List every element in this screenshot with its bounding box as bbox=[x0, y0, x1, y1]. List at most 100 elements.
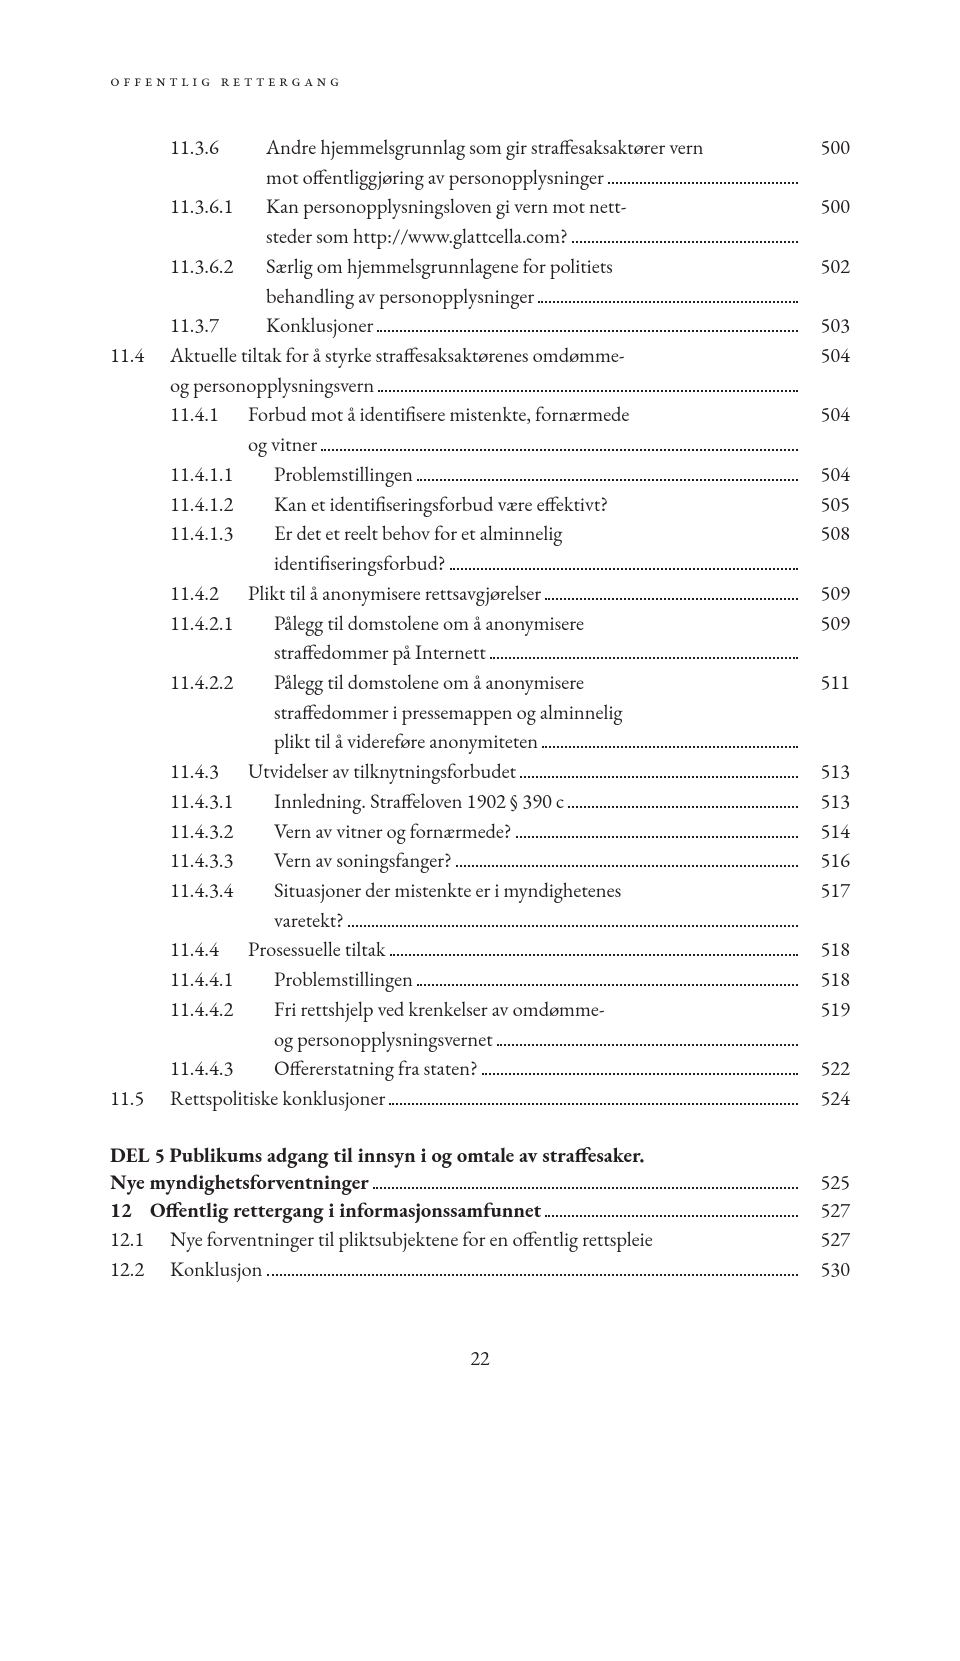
toc-label-wrap: Forbud mot å identifisere mistenkte, for… bbox=[248, 400, 802, 459]
toc-label-text: identifiseringsforbud? bbox=[274, 549, 446, 579]
page-number: 509 bbox=[802, 609, 850, 639]
toc-row: 11.4.2Plikt til å anonymisere rettsavgjø… bbox=[110, 579, 850, 609]
toc-label-text: Særlig om hjemmelsgrunnlagene for politi… bbox=[266, 252, 802, 282]
toc-label-wrap: Utvidelser av tilknytningsforbudet bbox=[248, 757, 802, 787]
toc-row: 11.4.3.4Situasjoner der mistenkte er i m… bbox=[110, 876, 850, 935]
page-number: 518 bbox=[802, 965, 850, 995]
toc-row: 11.4.1.2Kan et identifiseringsforbud vær… bbox=[110, 490, 850, 520]
page-number: 516 bbox=[802, 846, 850, 876]
toc-label-wrap: Problemstillingen bbox=[274, 965, 802, 995]
toc-label-text: Vern av soningsfanger? bbox=[274, 846, 452, 876]
toc-row: 11.4Aktuelle tiltak for å styrke straffe… bbox=[110, 341, 850, 400]
toc-row: 11.4.3Utvidelser av tilknytningsforbudet… bbox=[110, 757, 850, 787]
dot-leaders bbox=[389, 1087, 798, 1105]
toc-row: 11.4.1.3Er det et reelt behov for et alm… bbox=[110, 519, 850, 578]
dot-leaders bbox=[377, 314, 798, 332]
toc-row: 11.4.3.1Innledning. Straffeloven 1902 § … bbox=[110, 787, 850, 817]
dot-leaders bbox=[417, 968, 798, 986]
toc-label-wrap: Innledning. Straffeloven 1902 § 390 c bbox=[274, 787, 802, 817]
dot-leaders bbox=[390, 938, 798, 956]
toc-label-text: straffedommer i pressemappen og alminnel… bbox=[274, 698, 802, 728]
toc-label-text: Pålegg til domstolene om å anonymisere bbox=[274, 668, 802, 698]
toc-label-text: Kan personopplysningsloven gi vern mot n… bbox=[266, 192, 802, 222]
page-number: 504 bbox=[802, 341, 850, 371]
toc-label-wrap: Rettspolitiske konklusjoner bbox=[170, 1084, 802, 1114]
toc-number: 11.3.7 bbox=[170, 311, 266, 341]
page-number: 500 bbox=[802, 192, 850, 222]
toc-label-text: og personopplysningsvern bbox=[170, 371, 374, 401]
toc-label-text: mot offentliggjøring av personopplysning… bbox=[266, 163, 604, 193]
dot-leaders bbox=[516, 819, 798, 837]
toc-row: 12.2Konklusjon530 bbox=[110, 1255, 850, 1285]
page-number: 527 bbox=[802, 1225, 850, 1255]
running-header: offentlig rettergang bbox=[110, 70, 850, 91]
dot-leaders bbox=[482, 1057, 798, 1075]
page-number: 508 bbox=[802, 519, 850, 549]
toc-number: 11.4.1.3 bbox=[170, 519, 274, 549]
toc-label-text: og vitner bbox=[248, 430, 317, 460]
dot-leaders bbox=[542, 730, 798, 748]
toc-row: 11.4.1Forbud mot å identifisere mistenkt… bbox=[110, 400, 850, 459]
dot-leaders bbox=[545, 581, 798, 599]
toc-number: 11.4.3.1 bbox=[170, 787, 274, 817]
toc-number: 11.3.6 bbox=[170, 133, 266, 163]
toc-label-wrap: Konklusjoner bbox=[266, 311, 802, 341]
part-5-line2: Nye myndighetsforventninger bbox=[110, 1169, 369, 1196]
toc-number: 11.4.2.2 bbox=[170, 668, 274, 698]
dot-leaders bbox=[497, 1027, 798, 1045]
toc-row: 11.4.3.3Vern av soningsfanger?516 bbox=[110, 846, 850, 876]
toc-label-text: Offentlig rettergang i informasjonssamfu… bbox=[150, 1196, 541, 1226]
page-number: 511 bbox=[802, 668, 850, 698]
toc-label-wrap: Pålegg til domstolene om å anonymiserest… bbox=[274, 668, 802, 757]
toc-label-wrap: Aktuelle tiltak for å styrke straffesaks… bbox=[170, 341, 802, 400]
toc-number: 11.4.4.3 bbox=[170, 1054, 274, 1084]
toc-label-wrap: Situasjoner der mistenkte er i myndighet… bbox=[274, 876, 802, 935]
dot-leaders bbox=[520, 760, 798, 778]
page-number: 519 bbox=[802, 995, 850, 1025]
toc-label-wrap: Andre hjemmelsgrunnlag som gir straffesa… bbox=[266, 133, 802, 192]
toc-number: 11.4.1 bbox=[170, 400, 248, 430]
dot-leaders bbox=[538, 284, 798, 302]
toc-row: 11.4.4Prosessuelle tiltak518 bbox=[110, 935, 850, 965]
toc-number: 11.4.4.1 bbox=[170, 965, 274, 995]
dot-leaders bbox=[572, 225, 798, 243]
toc-label-text: Nye forventninger til pliktsubjektene fo… bbox=[170, 1225, 653, 1255]
toc-row: 11.4.2.2Pålegg til domstolene om å anony… bbox=[110, 668, 850, 757]
toc-label-text: steder som http://www.glattcella.com? bbox=[266, 222, 568, 252]
toc-label-wrap: Fri rettshjelp ved krenkelser av omdømme… bbox=[274, 995, 802, 1054]
toc-label-text: Konklusjon bbox=[170, 1255, 263, 1285]
page-number: 530 bbox=[802, 1255, 850, 1285]
page-number: 509 bbox=[802, 579, 850, 609]
toc-number: 11.4.1.2 bbox=[170, 490, 274, 520]
toc-label-text: Fri rettshjelp ved krenkelser av omdømme… bbox=[274, 995, 802, 1025]
toc-number: 11.4.4.2 bbox=[170, 995, 274, 1025]
toc-label-text: varetekt? bbox=[274, 906, 344, 936]
toc-label-wrap: Nye forventninger til pliktsubjektene fo… bbox=[170, 1225, 802, 1255]
dot-leaders bbox=[267, 1258, 799, 1276]
toc-label-text: Utvidelser av tilknytningsforbudet bbox=[248, 757, 516, 787]
page-number: 518 bbox=[802, 935, 850, 965]
toc-label-wrap: Er det et reelt behov for et alminneligi… bbox=[274, 519, 802, 578]
dot-leaders bbox=[321, 433, 798, 451]
toc-label-text: Konklusjoner bbox=[266, 311, 373, 341]
page-number: 517 bbox=[802, 876, 850, 906]
toc-label-text: Situasjoner der mistenkte er i myndighet… bbox=[274, 876, 802, 906]
toc-label-text: Problemstillingen bbox=[274, 460, 413, 490]
toc-label-wrap: Vern av vitner og fornærmede? bbox=[274, 817, 802, 847]
toc-label-wrap: Prosessuelle tiltak bbox=[248, 935, 802, 965]
table-of-contents-2: 12Offentlig rettergang i informasjonssam… bbox=[110, 1196, 850, 1285]
toc-label-text: Andre hjemmelsgrunnlag som gir straffesa… bbox=[266, 133, 802, 163]
page-number: 514 bbox=[802, 817, 850, 847]
toc-label-text: Plikt til å anonymisere rettsavgjørelser bbox=[248, 579, 541, 609]
dot-leaders bbox=[378, 373, 798, 391]
page-number: 500 bbox=[802, 133, 850, 163]
toc-number: 11.4.3.4 bbox=[170, 876, 274, 906]
toc-label-text: Er det et reelt behov for et alminnelig bbox=[274, 519, 802, 549]
toc-number: 11.3.6.1 bbox=[170, 192, 266, 222]
toc-label-wrap: Vern av soningsfanger? bbox=[274, 846, 802, 876]
toc-label-wrap: Pålegg til domstolene om å anonymiserest… bbox=[274, 609, 802, 668]
page-number: 527 bbox=[802, 1196, 850, 1226]
dot-leaders bbox=[417, 462, 798, 480]
toc-label-wrap: Kan personopplysningsloven gi vern mot n… bbox=[266, 192, 802, 251]
dot-leaders bbox=[490, 641, 798, 659]
